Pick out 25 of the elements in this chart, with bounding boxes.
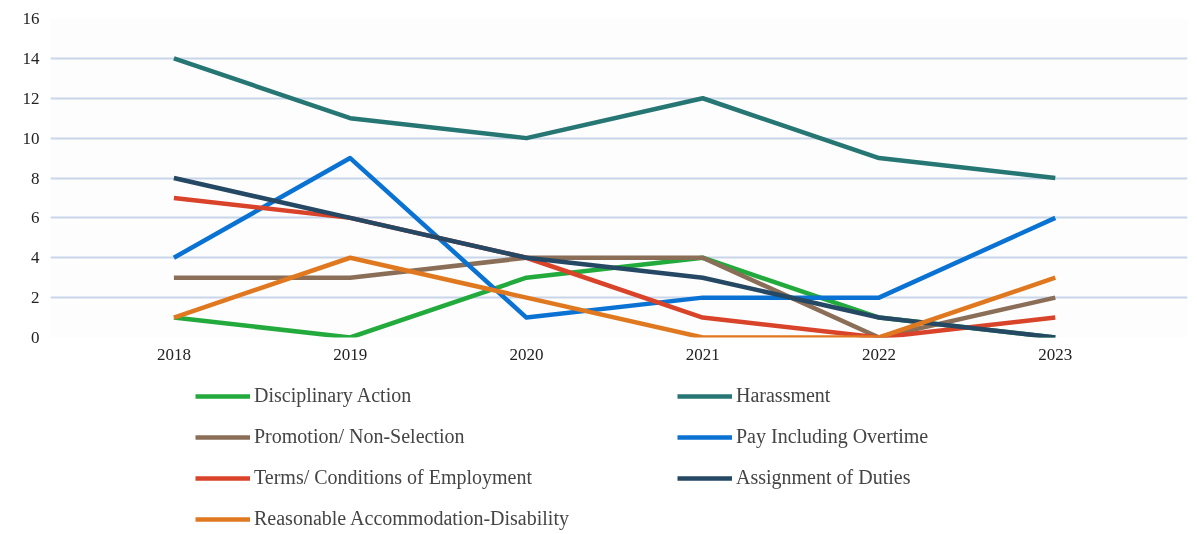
y-tick-label: 2 bbox=[31, 288, 40, 308]
y-tick-label: 10 bbox=[22, 128, 40, 148]
x-tick-label: 2020 bbox=[509, 344, 544, 364]
legend-label: Disciplinary Action bbox=[254, 384, 413, 407]
y-tick-label: 16 bbox=[22, 9, 40, 28]
y-tick-label: 6 bbox=[31, 208, 40, 228]
legend-label: Assignment of Duties bbox=[736, 466, 912, 489]
y-tick-label: 4 bbox=[31, 248, 40, 268]
y-tick-label: 0 bbox=[31, 328, 40, 347]
x-tick-label: 2021 bbox=[685, 344, 720, 364]
y-tick-label: 8 bbox=[31, 168, 40, 188]
legend-label: Reasonable Accommodation-Disability bbox=[254, 507, 570, 530]
line-series bbox=[171, 56, 1058, 181]
x-tick-label: 2018 bbox=[156, 344, 191, 364]
x-tick-label: 2023 bbox=[1038, 344, 1073, 364]
x-tick-label: 2022 bbox=[862, 344, 897, 364]
y-tick-label: 12 bbox=[22, 88, 40, 108]
legend-label: Pay Including Overtime bbox=[736, 425, 930, 448]
line-series bbox=[171, 155, 1058, 320]
line-series bbox=[171, 255, 1058, 338]
legend-label: Terms/ Conditions of Employment bbox=[254, 466, 534, 489]
x-tick-label: 2019 bbox=[333, 344, 368, 364]
legend-label: Harassment bbox=[736, 384, 832, 407]
legend-label: Promotion/ Non-Selection bbox=[254, 425, 466, 448]
y-tick-label: 14 bbox=[22, 48, 40, 68]
